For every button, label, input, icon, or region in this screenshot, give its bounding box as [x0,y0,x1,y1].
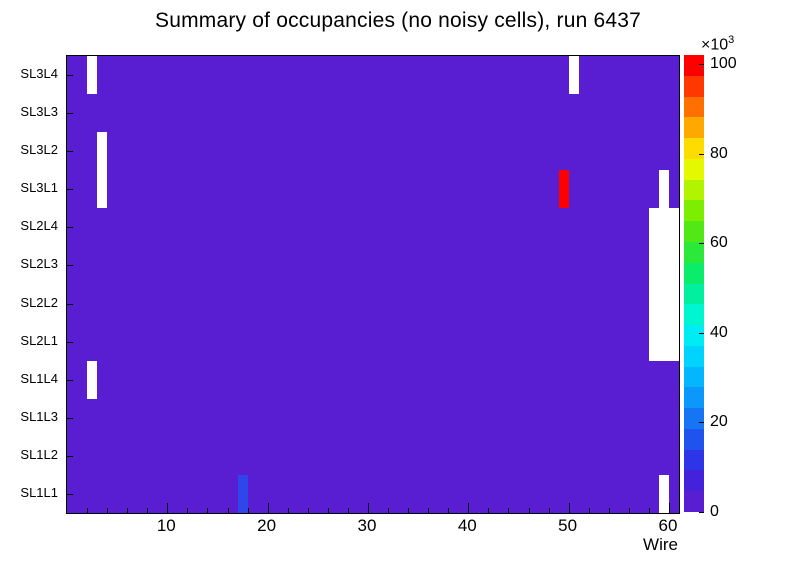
heatmap-cell [87,56,98,95]
colorbar-tick [699,153,704,155]
colorbar-band [684,96,704,118]
colorbar-tick-label: 100 [710,54,737,72]
colorbar-band [684,303,704,326]
colorbar-band [684,179,704,201]
x-axis-tick-label: 60 [658,516,678,535]
y-axis-bin-label: SL1L2 [20,446,58,462]
colorbar-tick-label: 60 [710,234,728,252]
colorbar-tick [699,243,704,245]
colorbar-band [684,469,704,492]
y-axis-bin-label: SL3L1 [20,180,58,196]
y-axis-bin-label: SL2L4 [20,218,58,234]
y-axis-bin-label: SL3L4 [20,66,58,82]
colorbar-exponent: ×103 [701,34,734,54]
y-axis-bin-label: SL3L3 [20,104,58,120]
colorbar-band [684,241,704,263]
y-axis-bin-label: SL2L2 [20,294,58,310]
colorbar-tick [699,332,704,334]
colorbar-tick-label: 20 [710,413,728,431]
colorbar-band [684,490,704,512]
plot-frame [66,55,680,514]
colorbar-band [684,386,704,409]
colorbar-band [684,262,704,284]
colorbar-band [684,428,704,450]
heatmap-cell [568,56,579,95]
x-axis-title: Wire [643,535,678,554]
colorbar-band [684,407,704,429]
exponent-base: ×10 [701,36,729,54]
colorbar-band [684,137,704,159]
colorbar-band [684,345,704,367]
colorbar-band [684,199,704,222]
heatmap-cell [648,208,679,361]
colorbar-band [684,324,704,346]
x-axis-tick-label: 20 [257,516,277,535]
heatmap-cell [558,170,569,209]
heatmap-cell [87,360,98,399]
y-axis-bin-label: SL1L3 [20,408,58,424]
colorbar-tick-label: 40 [710,323,728,341]
colorbar [684,54,704,512]
colorbar-band [684,449,704,471]
colorbar-band [684,75,704,97]
colorbar-tick [699,512,704,513]
colorbar-band [684,54,704,76]
y-axis-bin-label: SL2L1 [20,332,58,348]
colorbar-tick-label: 80 [710,144,728,162]
y-axis-bin-label: SL3L2 [20,142,58,158]
colorbar-band [684,366,704,388]
x-axis-tick-label: 50 [558,516,578,535]
heatmap-cell [658,170,669,209]
colorbar-band [684,158,704,180]
heatmap-cell [237,474,248,513]
colorbar-tick [699,422,704,424]
y-axis-bin-label: SL1L4 [20,370,58,386]
heatmap-cell [97,132,108,209]
colorbar-band [684,220,704,242]
colorbar-tick [699,63,704,65]
colorbar-tick-label: 0 [710,503,719,520]
heatmap-cell [658,474,669,513]
chart-title: Summary of occupancies (no noisy cells),… [154,9,642,32]
y-axis-bin-label: SL1L1 [20,484,58,500]
colorbar-band [684,116,704,139]
exponent-power: 3 [728,34,735,46]
cells-layer [67,56,679,513]
x-axis-tick-label: 30 [357,516,377,535]
colorbar-band [684,283,704,305]
x-axis-tick-label: 10 [156,516,176,535]
x-axis-tick-label: 40 [457,516,477,535]
y-axis-bin-label: SL2L3 [20,256,58,272]
